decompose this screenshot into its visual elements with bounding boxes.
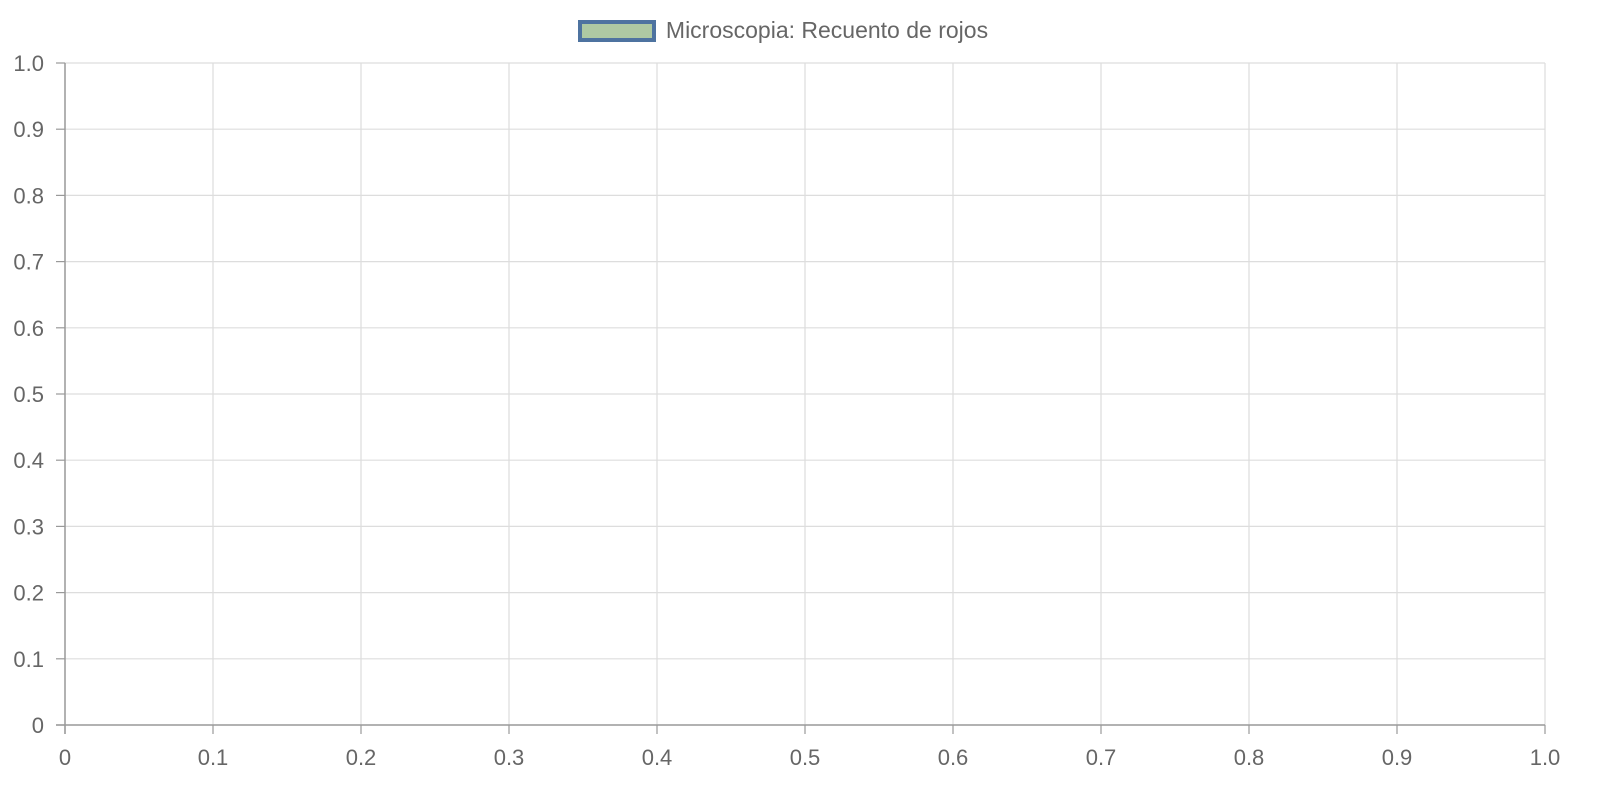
legend-swatch [577,19,656,42]
legend-label: Microscopia: Recuento de rojos [665,17,989,43]
x-tick-label: 0.7 [1086,745,1117,770]
x-tick-label: 0.4 [642,745,673,770]
y-gridlines [65,62,1545,660]
y-tick-label: 0.5 [13,382,44,407]
x-tick-label: 0.2 [346,745,377,770]
y-tick-label: 0.7 [13,250,44,275]
y-tick-label: 0.8 [13,183,44,208]
y-tick-labels: 0 0.1 0.2 0.3 0.4 0.5 0.6 0.7 0.8 0.9 1.0 [13,51,44,738]
x-tick-label: 0.3 [494,745,525,770]
axes [56,62,1546,734]
x-tick-label: 0.5 [790,745,821,770]
y-tick-label: 0.4 [13,448,44,473]
legend: Microscopia: Recuento de rojos [0,17,1600,44]
x-tick-label: 0.8 [1234,745,1265,770]
x-tick-label: 1.0 [1530,745,1561,770]
y-tick-label: 0.3 [13,514,44,539]
x-tick-label: 0 [59,745,71,770]
x-tick-label: 0.9 [1382,745,1413,770]
y-tick-label: 0.6 [13,316,44,341]
y-tick-label: 0.2 [13,581,44,606]
y-tick-label: 0.9 [13,117,44,142]
y-tick-label: 1.0 [13,51,44,76]
legend-item[interactable]: Microscopia: Recuento de rojos [577,17,989,44]
x-tick-labels: 0 0.1 0.2 0.3 0.4 0.5 0.6 0.7 0.8 0.9 1.0 [59,745,1560,770]
x-tick-label: 0.1 [198,745,229,770]
x-tick-label: 0.6 [938,745,969,770]
y-tick-label: 0 [32,713,44,738]
y-tick-label: 0.1 [13,647,44,672]
